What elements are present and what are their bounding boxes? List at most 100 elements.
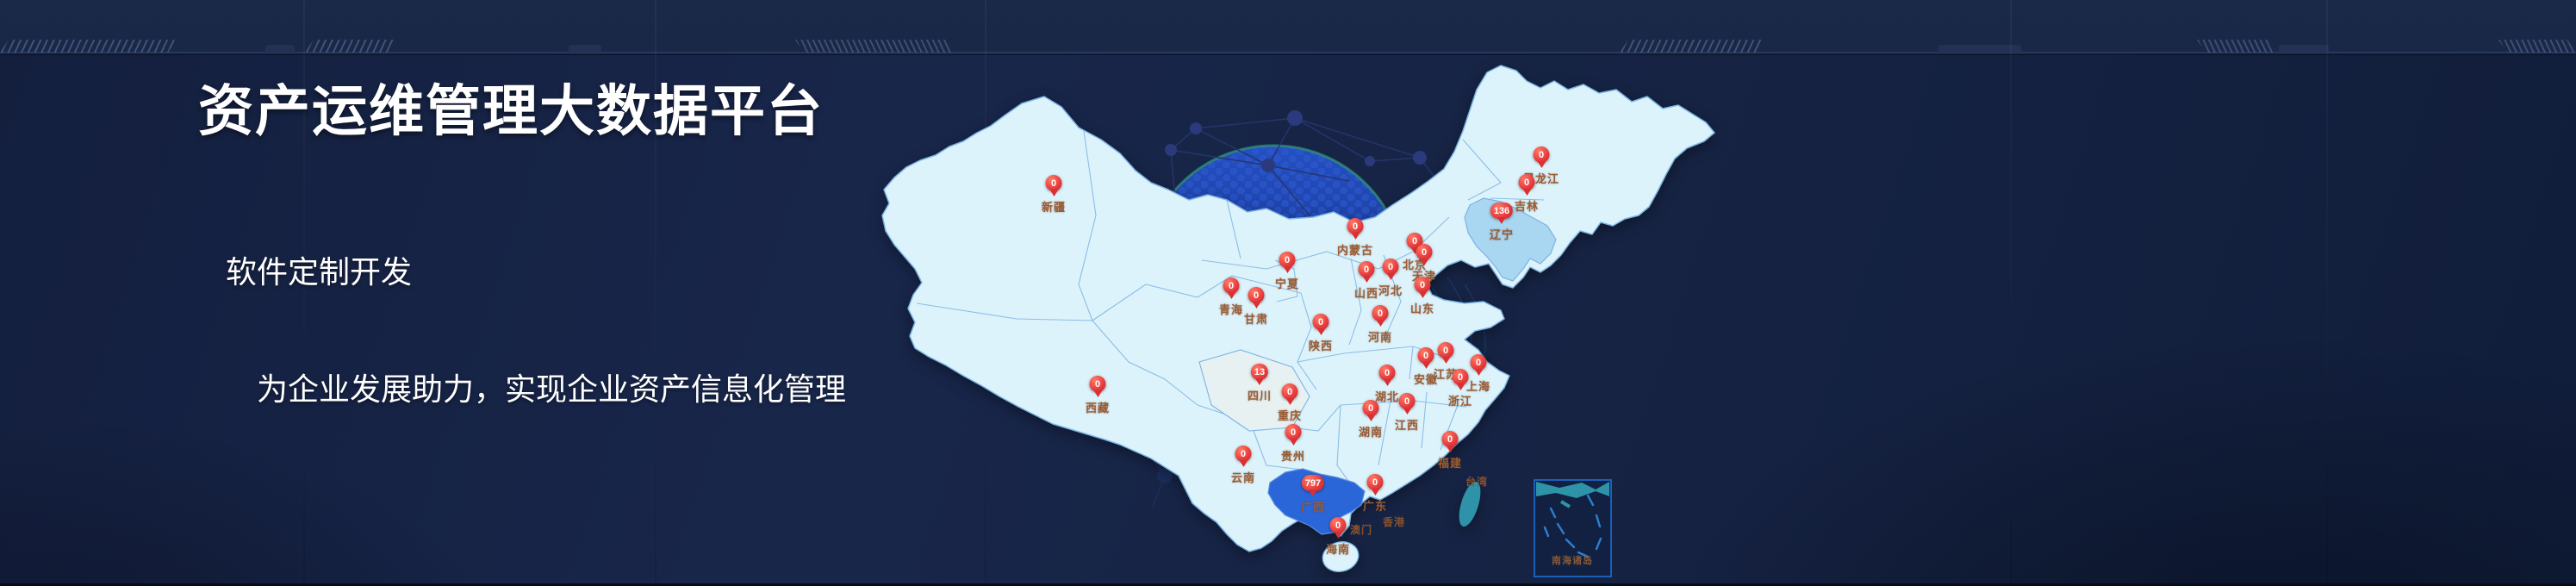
pin-value-badge: 0 xyxy=(1452,369,1469,385)
pin-value-badge: 0 xyxy=(1312,314,1329,330)
pin-value-badge: 0 xyxy=(1470,354,1487,371)
decor-tab xyxy=(265,45,295,53)
pin-tail xyxy=(1371,489,1379,500)
pin-tail xyxy=(1446,446,1454,457)
map-pin[interactable]: 0 xyxy=(1358,261,1375,287)
map-pin[interactable]: 0 xyxy=(1279,252,1296,277)
page-subtitle: 软件定制开发 为企业发展助力，实现企业资产信息化管理 xyxy=(226,243,846,419)
south-china-sea-inset xyxy=(1534,479,1612,577)
hatch-stripe xyxy=(305,40,398,53)
map-pin[interactable]: 136 xyxy=(1490,203,1514,228)
map-pin[interactable]: 0 xyxy=(1248,287,1265,313)
pin-value-badge: 0 xyxy=(1417,347,1434,364)
top-decor-zone xyxy=(0,0,2576,53)
pin-value-badge: 0 xyxy=(1358,261,1375,277)
pin-value-badge: 0 xyxy=(1437,342,1454,358)
map-pin[interactable]: 0 xyxy=(1223,277,1240,303)
pin-value-badge: 0 xyxy=(1279,252,1296,268)
pin-tail xyxy=(1496,217,1506,228)
map-pin[interactable]: 0 xyxy=(1372,305,1389,331)
pin-value-badge: 0 xyxy=(1089,376,1106,392)
pin-tail xyxy=(1403,408,1411,419)
top-decor-line xyxy=(0,52,2576,53)
map-pin[interactable]: 0 xyxy=(1382,259,1399,284)
pin-tail xyxy=(1537,161,1546,172)
pin-tail xyxy=(1376,320,1384,331)
pin-tail xyxy=(1422,362,1430,373)
pin-tail xyxy=(1285,398,1294,409)
subtitle-line-1: 软件定制开发 xyxy=(226,255,413,290)
pin-tail xyxy=(1420,259,1428,270)
page-title: 资产运维管理大数据平台 xyxy=(198,80,824,142)
map-pin[interactable]: 0 xyxy=(1329,517,1347,543)
map-pin[interactable]: 0 xyxy=(1414,277,1431,302)
pin-value-badge: 0 xyxy=(1382,259,1399,275)
pin-value-badge: 0 xyxy=(1518,174,1535,190)
map-pin[interactable]: 0 xyxy=(1045,175,1062,201)
pin-tail xyxy=(1227,292,1235,303)
pin-value-badge: 0 xyxy=(1281,383,1298,400)
pin-tail xyxy=(1093,390,1102,402)
pin-value-badge: 0 xyxy=(1378,365,1396,381)
map-pin[interactable]: 0 xyxy=(1441,431,1459,457)
decor-tab xyxy=(1938,45,2021,53)
pin-tail xyxy=(1334,532,1342,543)
map-pin[interactable]: 0 xyxy=(1347,218,1364,244)
map-pin[interactable]: 0 xyxy=(1362,400,1379,426)
panel-seam xyxy=(2326,0,2328,586)
pin-value-badge: 0 xyxy=(1285,424,1302,440)
inset-dash-line xyxy=(1543,494,1602,558)
pin-tail xyxy=(1441,357,1450,368)
pin-value-badge: 797 xyxy=(1301,475,1325,491)
pin-tail xyxy=(1049,190,1058,201)
pin-tail xyxy=(1252,302,1260,313)
map-pin[interactable]: 0 xyxy=(1437,342,1454,368)
pin-value-badge: 0 xyxy=(1045,175,1062,191)
pin-tail xyxy=(1351,233,1360,244)
pin-tail xyxy=(1239,460,1248,471)
pin-value-badge: 0 xyxy=(1372,305,1389,321)
panel-seam xyxy=(303,0,305,586)
pin-value-badge: 0 xyxy=(1329,517,1347,533)
hatch-stripe xyxy=(1620,40,1764,53)
decor-tab xyxy=(2279,45,2329,53)
pin-value-badge: 0 xyxy=(1416,244,1433,260)
map-pin[interactable]: 13 xyxy=(1250,364,1269,390)
map-pin[interactable]: 0 xyxy=(1285,424,1302,450)
map-pin[interactable]: 797 xyxy=(1301,475,1325,501)
map-pin[interactable]: 0 xyxy=(1417,347,1434,373)
province-sichuan[interactable] xyxy=(1198,349,1310,432)
map-pin[interactable]: 0 xyxy=(1366,474,1384,500)
map-pin[interactable]: 0 xyxy=(1235,446,1252,471)
bottom-edge-line xyxy=(0,583,2576,586)
pin-tail xyxy=(1456,383,1465,395)
map-pin[interactable]: 0 xyxy=(1398,393,1416,419)
map-pin[interactable]: 0 xyxy=(1281,383,1298,409)
pin-value-badge: 0 xyxy=(1235,446,1252,462)
hatch-stripe xyxy=(795,40,954,53)
province-hainan[interactable] xyxy=(1320,538,1362,575)
pin-tail xyxy=(1522,189,1531,200)
pin-value-badge: 13 xyxy=(1250,364,1269,380)
pin-tail xyxy=(1316,328,1325,340)
map-pin[interactable]: 0 xyxy=(1312,314,1329,340)
pin-value-badge: 0 xyxy=(1414,277,1431,293)
province-taiwan[interactable] xyxy=(1455,479,1485,528)
decor-tab xyxy=(569,45,601,53)
map-pin[interactable]: 0 xyxy=(1533,146,1550,172)
hatch-stripe xyxy=(2498,40,2576,53)
map-pin[interactable]: 0 xyxy=(1518,174,1535,200)
pin-value-badge: 0 xyxy=(1366,474,1384,490)
map-pin[interactable]: 0 xyxy=(1470,354,1487,380)
map-pin[interactable]: 0 xyxy=(1089,376,1106,402)
pin-tail xyxy=(1255,378,1264,390)
pin-tail xyxy=(1474,369,1483,380)
pin-tail xyxy=(1362,276,1371,287)
pin-value-badge: 0 xyxy=(1223,277,1240,294)
map-pin[interactable]: 0 xyxy=(1452,369,1469,395)
map-pin[interactable]: 0 xyxy=(1378,365,1396,390)
pin-tail xyxy=(1289,439,1297,450)
map-pin[interactable]: 0 xyxy=(1416,244,1433,270)
province-liaoning[interactable] xyxy=(1464,197,1557,282)
